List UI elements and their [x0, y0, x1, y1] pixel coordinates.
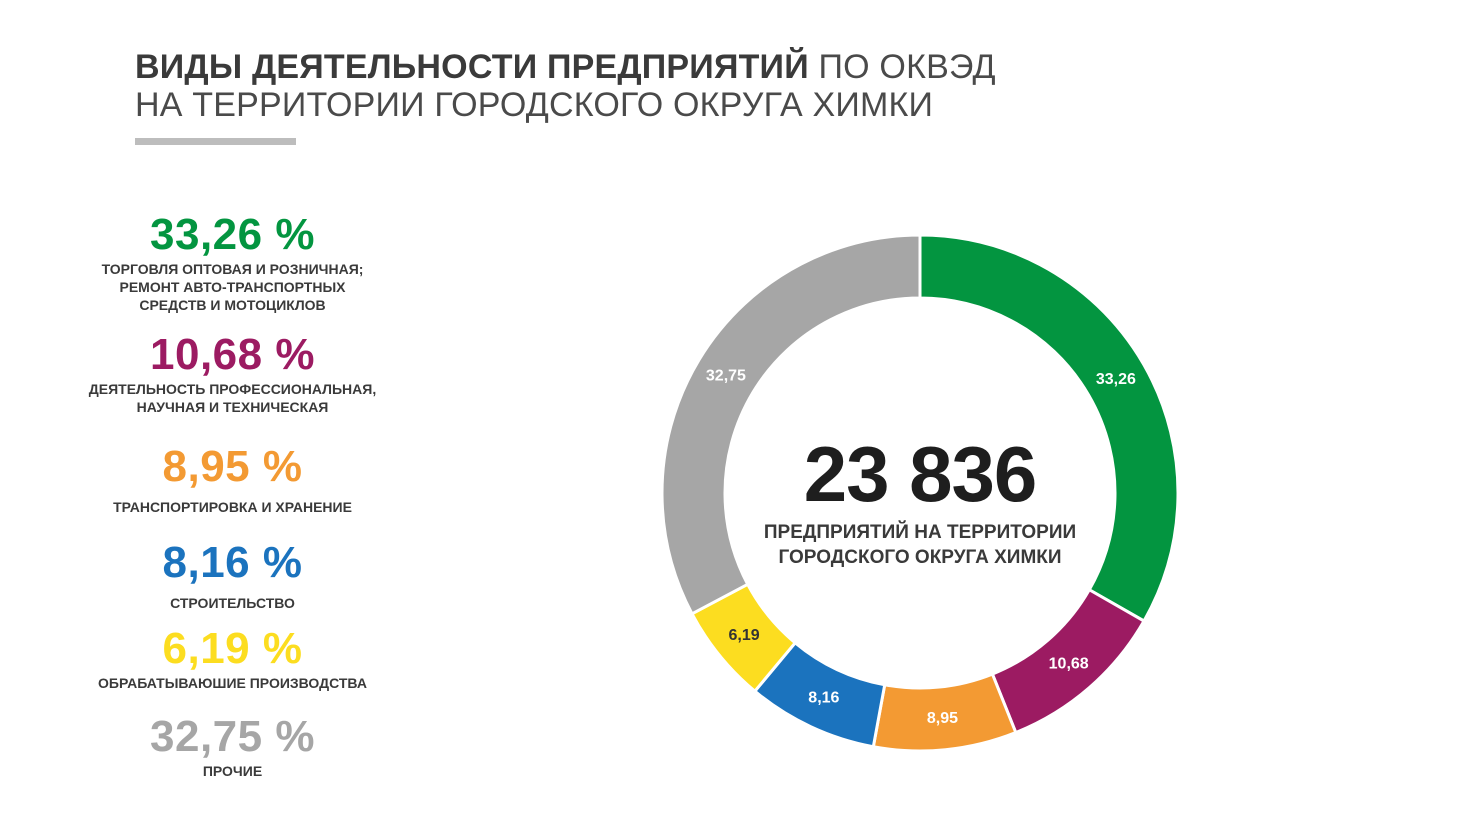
center-label: ПРЕДПРИЯТИЙ НА ТЕРРИТОРИИ ГОРОДСКОГО ОКР… — [720, 520, 1120, 570]
legend-label-line: ТОРГОВЛЯ ОПТОВАЯ И РОЗНИЧНАЯ; — [101, 261, 364, 277]
legend-label: ТРАНСПОРТИРОВКА И ХРАНЕНИЕ — [60, 498, 405, 516]
legend-percent: 32,75 % — [150, 712, 315, 761]
legend-label: ПРОЧИЕ — [60, 762, 405, 780]
title-line-2: НА ТЕРРИТОРИИ ГОРОДСКОГО ОКРУГА ХИМКИ — [135, 86, 934, 124]
center-total: 23 836 — [803, 430, 1038, 518]
title-light: ПО ОКВЭД — [818, 48, 996, 86]
legend-label: СТРОИТЕЛЬСТВО — [60, 594, 405, 612]
page-title: ВИДЫ ДЕЯТЕЛЬНОСТИ ПРЕДПРИЯТИЙ ПО ОКВЭД Н… — [135, 48, 996, 124]
donut-chart-svg: 33,26 10,68 8,95 8,16 6,19 32,75 — [660, 233, 1180, 753]
legend-label-line: ТРАНСПОРТИРОВКА И ХРАНЕНИЕ — [113, 499, 352, 515]
legend-item: 10,68 % ДЕЯТЕЛЬНОСТЬ ПРОФЕССИОНАЛЬНАЯ, НАУ… — [60, 330, 405, 416]
legend-item: 8,95 % ТРАНСПОРТИРОВКА И ХРАНЕНИЕ — [60, 442, 405, 516]
slice-label: 32,75 — [706, 368, 746, 385]
legend-label-line: ДЕЯТЕЛЬНОСТЬ ПРОФЕССИОНАЛЬНАЯ, — [88, 381, 377, 397]
center-label-line-1: ПРЕДПРИЯТИЙ НА ТЕРРИТОРИИ — [763, 522, 1077, 543]
legend-label-line: НАУЧНАЯ И ТЕХНИЧЕСКАЯ — [136, 399, 329, 415]
legend-label-line: ОБРАБАТЫВАЮШИЕ ПРОИЗВОДСТВА — [98, 675, 367, 691]
donut-slice — [660, 233, 922, 616]
legend-item: 32,75 % ПРОЧИЕ — [60, 712, 405, 780]
title-line-1: ВИДЫ ДЕЯТЕЛЬНОСТИ ПРЕДПРИЯТИЙ ПО ОКВЭД — [135, 48, 996, 86]
legend-percent: 33,26 % — [150, 210, 315, 259]
slice-label: 10,68 — [1049, 655, 1089, 672]
donut-slice — [918, 233, 1180, 624]
legend-label-line: РЕМОНТ АВТО-ТРАНСПОРТНЫХ — [119, 279, 346, 295]
legend-label-line: СТРОИТЕЛЬСТВО — [170, 595, 295, 611]
legend-label-line: ПРОЧИЕ — [202, 763, 263, 779]
slice-label: 33,26 — [1096, 371, 1136, 388]
legend-label: ОБРАБАТЫВАЮШИЕ ПРОИЗВОДСТВА — [60, 674, 405, 692]
legend-percent: 8,16 % — [162, 538, 303, 587]
legend-item: 6,19 % ОБРАБАТЫВАЮШИЕ ПРОИЗВОДСТВА — [60, 624, 405, 692]
title-underline — [135, 138, 296, 145]
slice-label: 8,95 — [927, 710, 958, 727]
legend-label: ТОРГОВЛЯ ОПТОВАЯ И РОЗНИЧНАЯ; РЕМОНТ АВТО… — [60, 260, 405, 314]
donut-chart: 33,26 10,68 8,95 8,16 6,19 32,75 — [660, 233, 1180, 753]
legend-label-line: СРЕДСТВ И МОТОЦИКЛОВ — [139, 297, 326, 313]
title-bold: ВИДЫ ДЕЯТЕЛЬНОСТИ ПРЕДПРИЯТИЙ — [135, 48, 809, 86]
slice-label: 8,16 — [808, 690, 839, 707]
legend-item: 8,16 % СТРОИТЕЛЬСТВО — [60, 538, 405, 612]
legend-percent: 10,68 % — [150, 330, 315, 379]
legend-item: 33,26 % ТОРГОВЛЯ ОПТОВАЯ И РОЗНИЧНАЯ; РЕМО… — [60, 210, 405, 314]
center-label-line-2: ГОРОДСКОГО ОКРУГА ХИМКИ — [778, 547, 1062, 568]
legend-percent: 8,95 % — [162, 442, 303, 491]
legend-percent: 6,19 % — [162, 624, 303, 673]
legend-label: ДЕЯТЕЛЬНОСТЬ ПРОФЕССИОНАЛЬНАЯ, НАУЧНАЯ И … — [60, 380, 405, 416]
slice-label: 6,19 — [729, 627, 760, 644]
